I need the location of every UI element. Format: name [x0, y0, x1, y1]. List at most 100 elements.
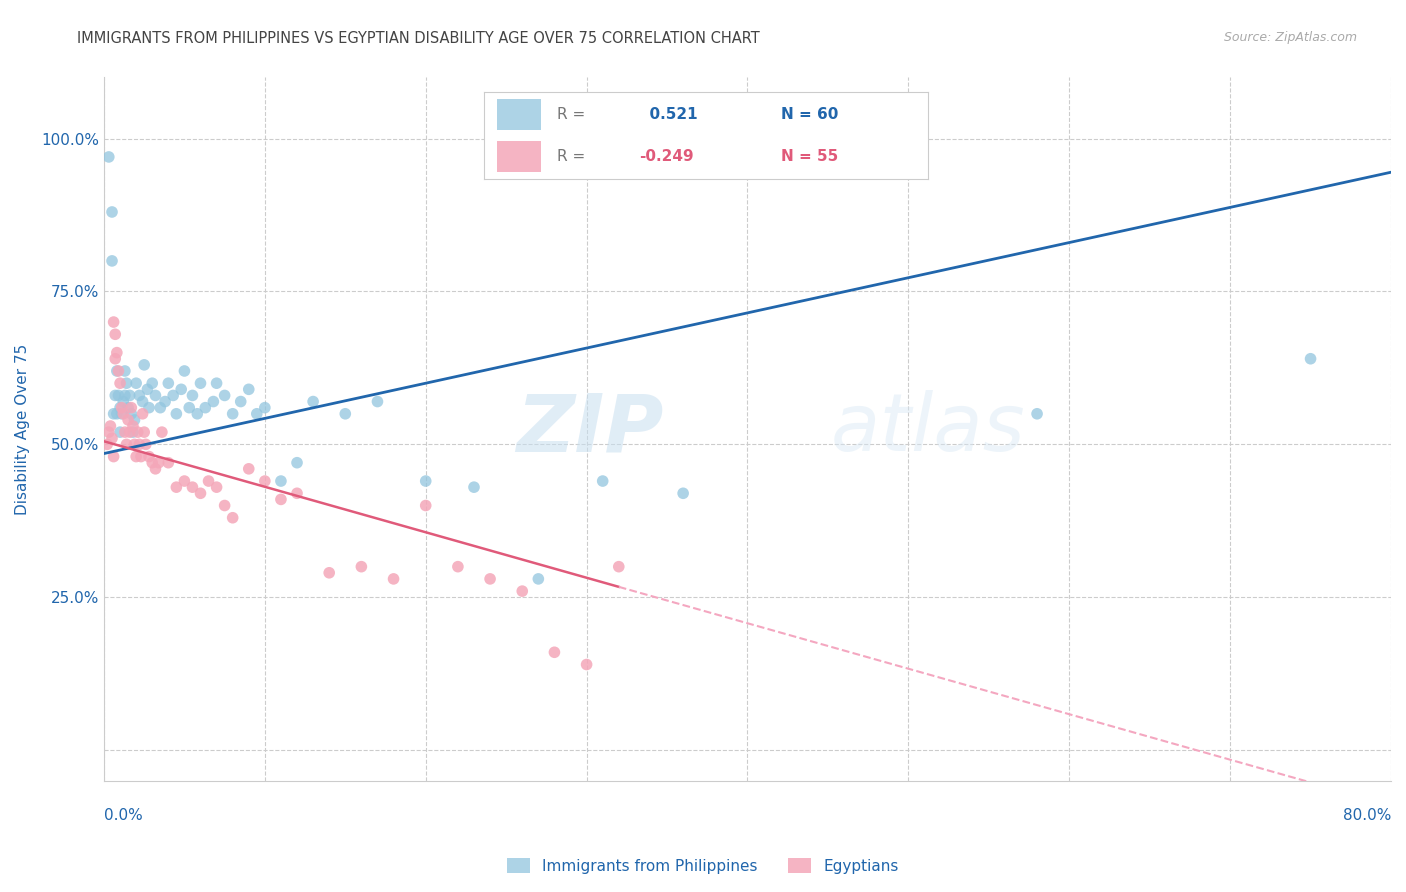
Point — [165, 407, 187, 421]
Point — [101, 253, 124, 268]
Point — [125, 376, 148, 391]
Point — [136, 382, 159, 396]
Point — [202, 394, 225, 409]
Point — [382, 572, 405, 586]
Text: ZIP: ZIP — [516, 390, 664, 468]
Point — [108, 425, 131, 439]
Point — [112, 407, 135, 421]
Point — [117, 413, 139, 427]
Point — [103, 315, 125, 329]
Point — [115, 376, 138, 391]
Point — [197, 474, 219, 488]
Point — [170, 382, 193, 396]
Point — [101, 431, 124, 445]
Point — [97, 150, 120, 164]
Point — [229, 394, 252, 409]
Point — [1026, 407, 1049, 421]
Point — [108, 401, 131, 415]
Point — [145, 388, 167, 402]
Point — [134, 425, 156, 439]
Point — [114, 364, 136, 378]
Point — [173, 474, 195, 488]
Point — [107, 388, 129, 402]
Point — [270, 474, 292, 488]
Point — [145, 462, 167, 476]
Point — [127, 425, 149, 439]
Point — [253, 474, 276, 488]
Point — [120, 401, 142, 415]
Point — [463, 480, 485, 494]
Point — [149, 401, 172, 415]
Point — [253, 401, 276, 415]
Y-axis label: Disability Age Over 75: Disability Age Over 75 — [15, 343, 30, 515]
Point — [96, 437, 118, 451]
Point — [415, 474, 437, 488]
Point — [194, 401, 217, 415]
Point — [134, 358, 156, 372]
Point — [592, 474, 614, 488]
Point — [238, 382, 260, 396]
Point — [527, 572, 550, 586]
Text: 0.0%: 0.0% — [104, 808, 143, 823]
Point — [186, 407, 208, 421]
Point — [285, 456, 308, 470]
Point — [285, 486, 308, 500]
Point — [111, 407, 134, 421]
Point — [131, 394, 153, 409]
Point — [181, 388, 204, 402]
Point — [150, 425, 173, 439]
Point — [205, 376, 228, 391]
Point — [100, 419, 122, 434]
Point — [122, 419, 145, 434]
Point — [148, 456, 170, 470]
Point — [246, 407, 269, 421]
Point — [575, 657, 598, 672]
Point — [105, 364, 128, 378]
Point — [190, 486, 212, 500]
Point — [205, 480, 228, 494]
Point — [1299, 351, 1322, 366]
Point — [135, 437, 157, 451]
Point — [124, 437, 146, 451]
Point — [128, 388, 150, 402]
Point — [118, 425, 141, 439]
Point — [105, 407, 128, 421]
Point — [114, 425, 136, 439]
Text: IMMIGRANTS FROM PHILIPPINES VS EGYPTIAN DISABILITY AGE OVER 75 CORRELATION CHART: IMMIGRANTS FROM PHILIPPINES VS EGYPTIAN … — [77, 31, 761, 46]
Point — [238, 462, 260, 476]
Legend: Immigrants from Philippines, Egyptians: Immigrants from Philippines, Egyptians — [501, 852, 905, 880]
Point — [104, 388, 127, 402]
Text: atlas: atlas — [831, 390, 1026, 468]
Point — [112, 394, 135, 409]
Text: 80.0%: 80.0% — [1343, 808, 1391, 823]
Point — [104, 351, 127, 366]
Point — [141, 456, 163, 470]
Point — [128, 437, 150, 451]
Point — [101, 205, 124, 219]
Point — [162, 388, 184, 402]
Point — [122, 425, 145, 439]
Point — [173, 364, 195, 378]
Point — [117, 401, 139, 415]
Point — [510, 584, 533, 599]
Point — [415, 499, 437, 513]
Text: Source: ZipAtlas.com: Source: ZipAtlas.com — [1223, 31, 1357, 45]
Point — [129, 450, 152, 464]
Point — [157, 376, 180, 391]
Point — [114, 388, 136, 402]
Point — [221, 407, 243, 421]
Point — [124, 413, 146, 427]
Point — [153, 394, 176, 409]
Point — [125, 450, 148, 464]
Point — [543, 645, 565, 659]
Point — [190, 376, 212, 391]
Point — [214, 388, 236, 402]
Point — [335, 407, 357, 421]
Point — [97, 425, 120, 439]
Point — [270, 492, 292, 507]
Point — [131, 407, 153, 421]
Point — [157, 456, 180, 470]
Point — [214, 499, 236, 513]
Point — [115, 437, 138, 451]
Point — [107, 364, 129, 378]
